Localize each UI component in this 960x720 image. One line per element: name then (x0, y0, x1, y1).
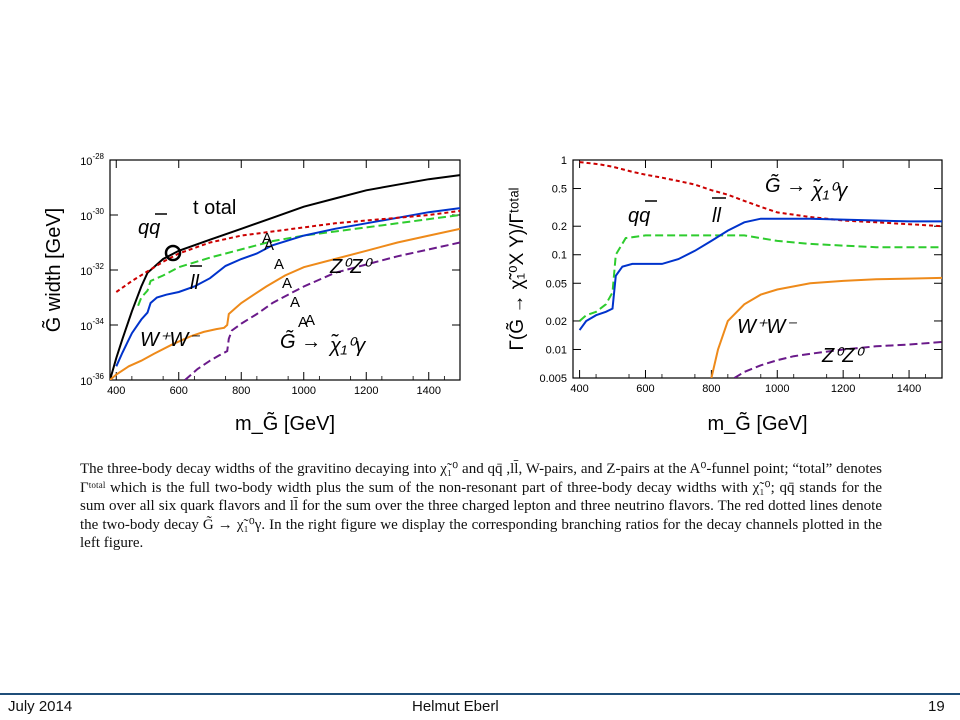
right-y-tick-label: 0.01 (546, 344, 567, 356)
left-label-a-glyph: A (274, 256, 284, 273)
left-x-tick-label: 1200 (354, 385, 378, 397)
right-label-ww: W⁺W⁻ (737, 316, 797, 338)
right-x-tick-label: 600 (636, 383, 654, 395)
left-series-line (137, 214, 460, 307)
footer-page-number: 19 (928, 698, 945, 715)
left-label-ll: ll (190, 272, 199, 294)
right-x-tick-label: 1400 (897, 383, 921, 395)
right-x-tick-label: 1200 (831, 383, 855, 395)
right-y-tick-label: 0.02 (546, 316, 567, 328)
left-y-axis-label: G̃ width [GeV] (42, 208, 65, 333)
right-x-tick-label: 800 (702, 383, 720, 395)
left-label-a-glyph: A (290, 294, 300, 311)
right-y-tick-label: 0.2 (552, 221, 567, 233)
right-y-tick-label: 0.1 (552, 250, 567, 262)
left-x-tick-label: 1000 (292, 385, 316, 397)
left-series-line (184, 241, 460, 380)
left-label-a-glyph: A (282, 275, 292, 292)
footer-rule (0, 693, 960, 695)
left-x-tick-label: 800 (232, 385, 250, 397)
left-label-gravitino-arrow: G̃ → (280, 329, 321, 353)
right-label-gravitino-arrow: G̃ → (765, 173, 806, 197)
right-y-axis-label: Γ(G̃ → χ̃₁⁰X Y)/Γᵗᵒᵗᵃˡ (506, 187, 528, 350)
right-y-tick-label: 0.005 (539, 373, 567, 385)
right-x-axis-label: m_G̃ [GeV] (707, 412, 807, 435)
left-label-zz: Z⁰Z⁰ (329, 256, 373, 278)
left-x-tick-label: 1400 (417, 385, 441, 397)
left-x-tick-label: 600 (170, 385, 188, 397)
left-y-tick-label: 10-30 (80, 207, 104, 223)
footer-author: Helmut Eberl (412, 698, 499, 715)
left-series-line (110, 227, 460, 380)
right-x-tick-label: 1000 (765, 383, 789, 395)
right-plot-frame (572, 159, 943, 379)
figures-svg: 400 600 800 1000 1200 140010-2810-3010-3210-3… (42, 152, 943, 435)
left-x-axis-label: m_G̃ [GeV] (235, 412, 335, 435)
left-y-tick-label: 10-28 (80, 152, 104, 168)
left-label-a-glyph: A (305, 312, 315, 329)
figure-caption: The three-body decay widths of the gravi… (80, 461, 882, 552)
right-series-line (579, 161, 942, 228)
left-label-qq: qq (138, 217, 160, 239)
right-y-tick-label: 1 (561, 155, 567, 167)
left-series-line (110, 174, 460, 380)
left-y-tick-label: 10-36 (80, 372, 104, 388)
footer-date: July 2014 (8, 698, 73, 715)
left-label-a-glyph: A (298, 314, 308, 331)
right-y-tick-label: 0.05 (546, 278, 567, 290)
right-label-qq: qq (628, 205, 650, 227)
left-series-line (115, 209, 460, 293)
left-y-tick-label: 10-34 (80, 317, 104, 333)
left-label-a-glyph: A (264, 237, 274, 254)
right-label-ll: ll (712, 205, 721, 227)
right-series-line (710, 276, 942, 378)
left-label-ww: W⁺W⁻ (140, 329, 200, 351)
left-overlap-marker (164, 244, 182, 262)
right-series-line (578, 217, 942, 331)
right-chart: 400 600 800 1000 1200 1400 1 0.5 0.2 0.1 0.05 0.02 0… (506, 155, 943, 435)
left-series-line (115, 207, 460, 367)
right-label-neutralino-gamma: χ̃₁⁰γ (810, 178, 848, 202)
left-label-neutralino-gamma: χ̃₁⁰γ (328, 333, 366, 357)
left-label-total: t otal (193, 197, 236, 219)
left-chart: 400 600 800 1000 1200 1400 10-28 10-30 10-32 10-3… (42, 152, 461, 435)
left-y-tick-label: 10-32 (80, 262, 104, 278)
right-x-tick-label: 400 (570, 383, 588, 395)
left-x-tick-label: 400 (107, 385, 125, 397)
right-series-line (733, 341, 942, 378)
right-label-zz: Z⁰Z⁰ (821, 345, 865, 367)
left-label-a-glyph: A (262, 230, 272, 247)
right-y-tick-label: 0.5 (552, 184, 567, 196)
right-series-line (578, 234, 942, 322)
